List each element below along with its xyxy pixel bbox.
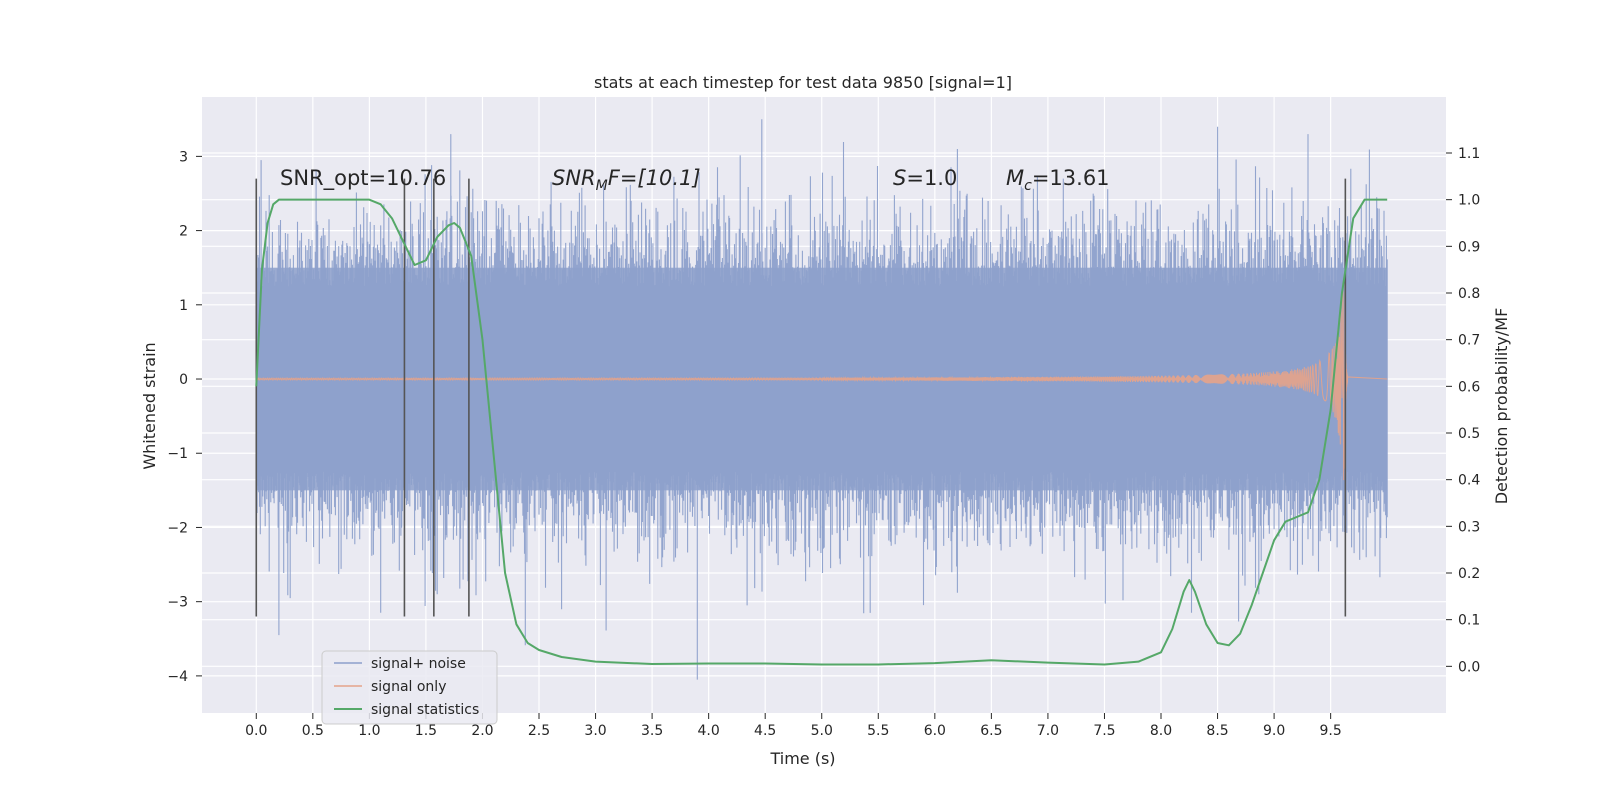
x-tick-label: 4.5 — [754, 723, 776, 739]
y2-tick-label: 1.0 — [1458, 193, 1480, 209]
x-tick-label: 3.0 — [584, 723, 606, 739]
annotation-mc-base: M — [1006, 166, 1024, 190]
y-tick-label: −2 — [167, 520, 188, 536]
y2-axis-ticks: 0.0 0.1 0.2 0.3 0.4 0.5 0.6 0.7 0.8 0.9 1.0 1.1 — [1446, 146, 1480, 675]
vertical-markers — [255, 178, 1347, 617]
x-axis-label: Time (s) — [769, 749, 835, 768]
x-tick-label: 6.0 — [924, 723, 946, 739]
y-axis-label: Whitened strain — [140, 342, 159, 469]
legend-box — [321, 650, 498, 725]
y2-tick-label: 0.2 — [1458, 566, 1480, 582]
x-tick-label: 9.5 — [1320, 723, 1342, 739]
y2-tick-label: 0.0 — [1458, 659, 1480, 675]
annotation-snr-mf-sub: M — [596, 178, 608, 194]
annotation-mc-sub: c — [1024, 178, 1032, 194]
y-axis-ticks: −4 −3 −2 −1 0 1 2 3 — [167, 149, 202, 685]
y2-tick-label: 0.8 — [1458, 286, 1480, 302]
y2-axis-label: Detection probability/MF — [1492, 308, 1511, 505]
legend-label-stats: signal statistics — [371, 702, 479, 718]
x-tick-label: 8.0 — [1150, 723, 1172, 739]
x-tick-label: 7.5 — [1093, 723, 1115, 739]
y2-tick-label: 0.4 — [1458, 473, 1480, 489]
x-tick-label: 8.5 — [1206, 723, 1228, 739]
legend-label-signal: signal only — [371, 679, 446, 695]
y-tick-label: −4 — [167, 669, 188, 685]
annotation-snr-mf: SNRMF=[10.1] — [552, 166, 701, 194]
y2-tick-label: 0.7 — [1458, 333, 1480, 349]
annotation-snr-mf-base: SNR — [552, 166, 596, 190]
x-tick-label: 7.0 — [1037, 723, 1059, 739]
stats-trace — [255, 198, 1388, 666]
x-tick-label: 9.0 — [1263, 723, 1285, 739]
chart-title: stats at each timestep for test data 985… — [594, 73, 1012, 92]
signal-trace — [256, 253, 1388, 481]
annotation-mc: Mc=13.61 — [1006, 166, 1110, 194]
x-tick-label: 4.0 — [698, 723, 720, 739]
x-tick-label: 1.5 — [415, 723, 437, 739]
series-signal-only — [256, 253, 1388, 481]
y2-tick-label: 0.1 — [1458, 613, 1480, 629]
x-tick-label: 2.0 — [471, 723, 493, 739]
annotation-snr-opt: SNR_opt=10.76 — [280, 166, 446, 191]
x-axis-ticks: 0.0 0.5 1.0 1.5 2.0 2.5 3.0 3.5 4.0 4.5 5.0 5.5 6.0 6… — [245, 713, 1342, 739]
x-tick-label: 5.5 — [867, 723, 889, 739]
x-tick-label: 6.5 — [980, 723, 1002, 739]
series-signal-statistics — [255, 198, 1388, 666]
annotation-snr-mf-rest: F=[10.1] — [608, 166, 701, 190]
x-tick-label: 0.5 — [302, 723, 324, 739]
annotation-mc-rest: =13.61 — [1032, 166, 1110, 190]
legend-label-noise: signal+ noise — [371, 656, 466, 672]
x-tick-label: 1.0 — [358, 723, 380, 739]
x-tick-label: 3.5 — [641, 723, 663, 739]
y2-tick-label: 0.3 — [1458, 519, 1480, 535]
annotation-s-italic: S — [893, 166, 906, 190]
x-tick-label: 2.5 — [528, 723, 550, 739]
annotation-s-rest: =1.0 — [906, 166, 957, 190]
annotation-s: S=1.0 — [893, 166, 957, 190]
y2-tick-label: 0.5 — [1458, 426, 1480, 442]
x-tick-label: 0.0 — [245, 723, 267, 739]
y-tick-label: 3 — [179, 149, 188, 165]
y2-tick-label: 1.1 — [1458, 146, 1480, 162]
y2-tick-label: 0.9 — [1458, 239, 1480, 255]
y-tick-label: −1 — [167, 446, 188, 462]
y-tick-label: 2 — [179, 224, 188, 240]
y-tick-label: 1 — [179, 298, 188, 314]
x-tick-label: 5.0 — [811, 723, 833, 739]
y-tick-label: −3 — [167, 595, 188, 611]
legend: signal+ noise signal only signal statist… — [321, 650, 498, 725]
y-tick-label: 0 — [179, 372, 188, 388]
y2-tick-label: 0.6 — [1458, 379, 1480, 395]
